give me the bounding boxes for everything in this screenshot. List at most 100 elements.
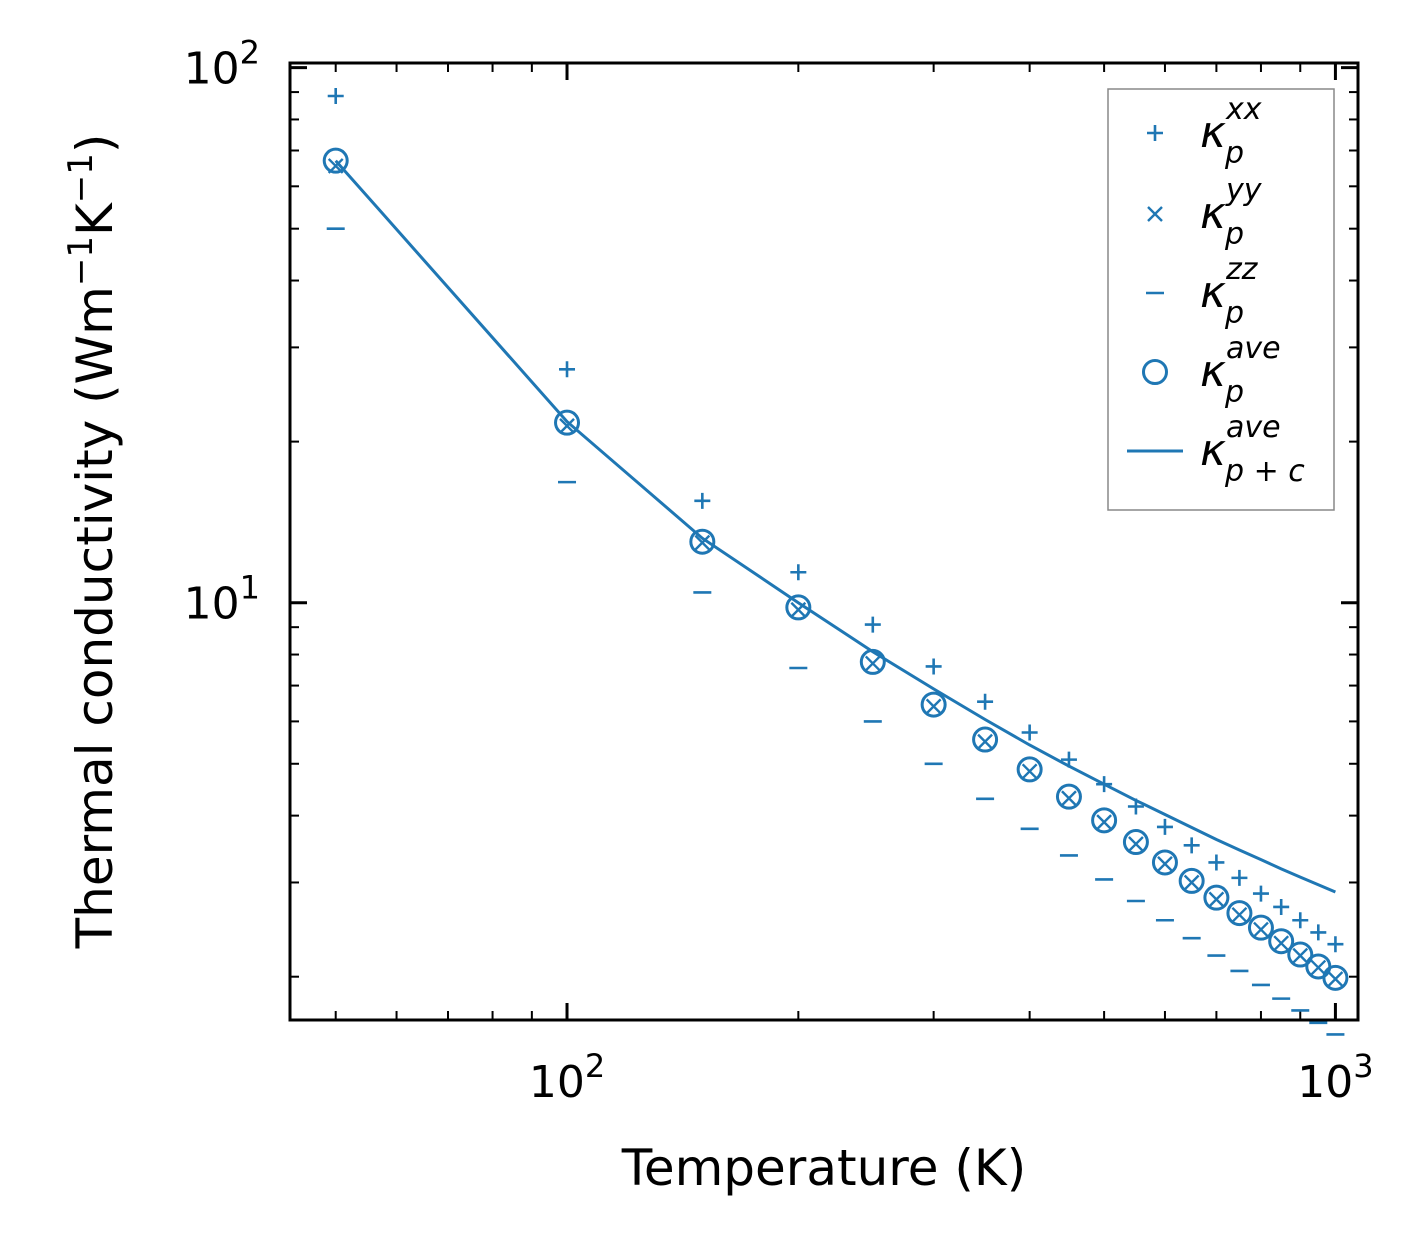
x-axis-title: Temperature (K): [621, 1139, 1026, 1197]
legend-label-4: κave p + c: [1200, 410, 1305, 489]
data-point-x: [977, 733, 993, 750]
data-point-plus: [1310, 924, 1327, 941]
data-point-plus: [1231, 869, 1248, 886]
data-point-plus: [327, 87, 344, 104]
y-tick-label-1: 102: [184, 34, 260, 95]
legend-item-2: κzz p: [1146, 252, 1259, 331]
data-point-circle: [1322, 964, 1349, 991]
data-point-x: [1253, 921, 1269, 938]
y-axis-title: Thermal conductivity (Wm−1K−1): [61, 134, 124, 950]
legend-label-sub: p: [1224, 375, 1244, 410]
data-point-plus: [864, 616, 881, 633]
data-point-plus: [1183, 837, 1200, 854]
data-point-x: [925, 698, 942, 715]
y-axis-title-suffix: ): [66, 134, 124, 154]
y-axis-title-mid: K: [66, 202, 124, 236]
series-circle-3: [322, 147, 1349, 991]
y-tick-exp: 2: [240, 34, 260, 72]
legend-label-0: κxx p: [1200, 92, 1262, 171]
legend-label-sup: yy: [1225, 173, 1263, 208]
legend-label-sub: p + c: [1224, 454, 1305, 489]
x-tick-base: 10: [1297, 1057, 1353, 1108]
data-point-plus: [694, 492, 711, 509]
data-point-circle: [1247, 914, 1274, 941]
data-point-x: [1273, 935, 1290, 952]
legend-item-3: κave p: [1142, 331, 1281, 410]
legend-label-base: κ: [1200, 107, 1226, 158]
data-point-circle: [1203, 884, 1230, 911]
legend-frame: [1107, 88, 1335, 511]
y-tick-base: 10: [184, 44, 240, 95]
data-point-circle: [1016, 756, 1043, 783]
y-tick-exp: 1: [240, 569, 260, 607]
data-point-x: [694, 534, 711, 551]
data-point-x: [1327, 971, 1344, 987]
data-point-x: [1292, 947, 1309, 964]
data-point-circle: [785, 594, 812, 621]
data-point-circle: [1122, 829, 1149, 856]
data-point-circle: [1178, 867, 1205, 894]
legend-label-base: κ: [1200, 188, 1226, 239]
data-point-plus: [1096, 776, 1113, 793]
data-point-x: [1061, 790, 1077, 807]
series-plus-0: [327, 87, 1344, 953]
legend-label-3: κave p: [1200, 331, 1281, 410]
x-tick-label-1: 103: [1297, 1047, 1373, 1108]
data-point-x: [1183, 874, 1200, 891]
series-x-1: [327, 158, 1344, 987]
data-point-x: [1157, 856, 1173, 872]
data-point-circle: [859, 648, 886, 675]
data-point-plus: [1021, 724, 1038, 741]
data-point-plus: [1252, 885, 1269, 902]
data-point-x: [1231, 906, 1248, 923]
legend-label-base: κ: [1200, 425, 1226, 476]
data-point-plus: [1208, 854, 1225, 871]
data-point-plus: [1292, 912, 1309, 929]
data-point-plus: [977, 693, 994, 710]
legend-marker-plus: [1147, 125, 1163, 141]
data-point-plus: [925, 658, 942, 675]
series-minus-2: [326, 227, 1345, 1036]
data-point-circle: [322, 147, 349, 174]
y-axis-title-exp2: −1: [61, 153, 101, 203]
data-point-circle: [1091, 807, 1118, 834]
legend-marker-x: [1147, 206, 1163, 222]
legend-label-1: κyy p: [1200, 173, 1263, 252]
data-point-circle: [920, 691, 947, 718]
data-point-x: [864, 655, 881, 672]
data-point-plus: [559, 361, 576, 378]
legend-label-sub: p: [1224, 296, 1244, 331]
data-point-x: [1208, 891, 1225, 908]
y-axis-title-prefix: Thermal conductivity (Wm: [66, 286, 124, 949]
x-tick-exp: 3: [1353, 1047, 1373, 1085]
x-tick-base: 10: [529, 1057, 585, 1108]
axis-ticks: [290, 63, 1358, 1020]
data-point-circle: [972, 726, 999, 753]
series-layer: [322, 87, 1349, 1036]
data-point-plus: [1327, 936, 1344, 953]
legend-label-base: κ: [1200, 346, 1226, 397]
data-point-circle: [554, 409, 581, 436]
data-point-x: [559, 418, 575, 434]
data-point-circle: [1055, 783, 1082, 810]
data-point-plus: [1060, 751, 1077, 768]
legend-label-sup: zz: [1225, 252, 1259, 287]
data-point-x: [790, 601, 807, 618]
x-tick-label-0: 102: [529, 1047, 605, 1108]
legend-item-4: κave p + c: [1127, 410, 1305, 489]
data-point-plus: [1156, 818, 1173, 835]
legend-label-base: κ: [1200, 267, 1226, 318]
legend-label-sub: p: [1224, 136, 1244, 171]
legend-label-sub: p: [1224, 217, 1244, 252]
legend-label-sup: ave: [1226, 331, 1281, 366]
legend-marker-circle: [1142, 359, 1168, 385]
data-point-circle: [689, 528, 716, 555]
data-point-plus: [1273, 898, 1290, 915]
plot-frame: [288, 61, 1360, 1022]
x-tick-exp: 2: [585, 1047, 605, 1085]
legend-item-1: κyy p: [1147, 173, 1263, 252]
y-tick-label-0: 101: [184, 569, 260, 630]
